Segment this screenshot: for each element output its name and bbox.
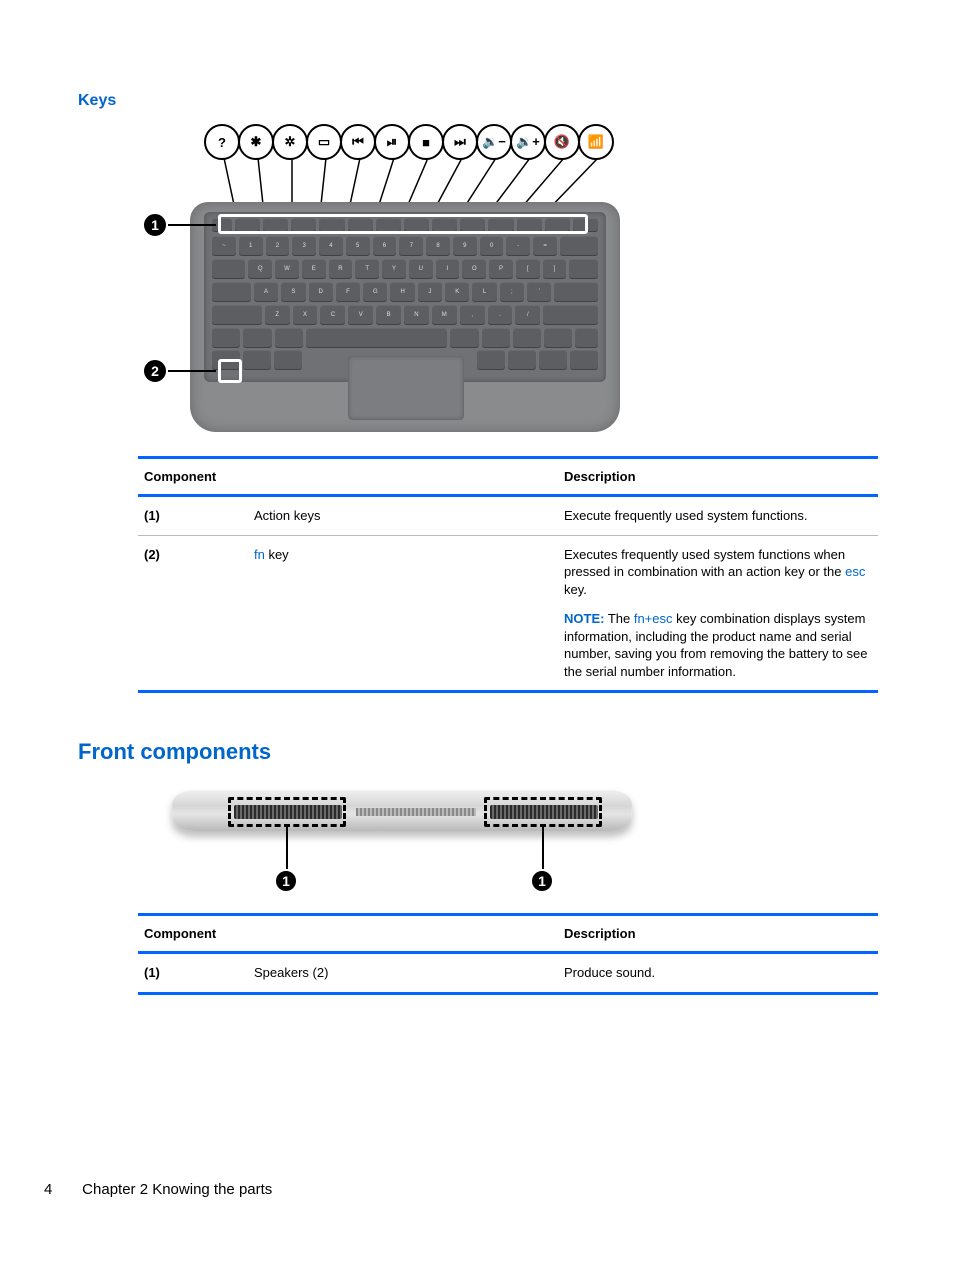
- th-component: Component: [138, 458, 248, 496]
- cell-name: fn key: [248, 535, 558, 692]
- cell-num: (1): [138, 953, 248, 994]
- chapter-title: Chapter 2 Knowing the parts: [82, 1181, 272, 1198]
- brightness-down-icon: ✱: [238, 124, 274, 160]
- keyboard-illustration: ~1234567890-= QWERTYUIOP[] ASDFGHJKL;' Z…: [190, 202, 620, 432]
- cell-num: (1): [138, 496, 248, 536]
- front-callout-line-right: [542, 827, 544, 869]
- th-component: Component: [138, 915, 248, 953]
- highlight-fn-key: [218, 359, 242, 383]
- next-track-icon: ⏭: [442, 124, 478, 160]
- help-icon: ?: [204, 124, 240, 160]
- highlight-speaker-left: [228, 797, 346, 827]
- table-front: Component Description (1) Speakers (2) P…: [138, 913, 878, 995]
- table-row: (1) Speakers (2) Produce sound.: [138, 953, 878, 994]
- front-callout-line-left: [286, 827, 288, 869]
- th-blank: [248, 458, 558, 496]
- callout-line-2: [168, 370, 216, 372]
- wireless-icon: 📶: [578, 124, 614, 160]
- stop-icon: ■: [408, 124, 444, 160]
- table-keys: Component Description (1) Action keys Ex…: [138, 456, 878, 693]
- table-row: (2) fn key Executes frequently used syst…: [138, 535, 878, 692]
- center-vent: [356, 808, 476, 816]
- page-footer: 4 Chapter 2 Knowing the parts: [44, 1181, 272, 1198]
- volume-up-icon: 🔉+: [510, 124, 546, 160]
- touchpad: [348, 356, 464, 420]
- action-icon-row: ? ✱ ✲ ▭ ⏮ ⏯ ■ ⏭ 🔉− 🔉+ 🔇 📶: [206, 124, 614, 160]
- th-description: Description: [558, 915, 878, 953]
- display-switch-icon: ▭: [306, 124, 342, 160]
- mute-icon: 🔇: [544, 124, 580, 160]
- highlight-speaker-right: [484, 797, 602, 827]
- cell-desc: Executes frequently used system function…: [558, 535, 878, 692]
- cell-name: Action keys: [248, 496, 558, 536]
- brightness-up-icon: ✲: [272, 124, 308, 160]
- page-number: 4: [44, 1181, 78, 1198]
- figure-front: 1 1: [138, 783, 636, 903]
- callout-line-1: [168, 224, 216, 226]
- figure-keys: ? ✱ ✲ ▭ ⏮ ⏯ ■ ⏭ 🔉− 🔉+ 🔇 📶: [138, 124, 876, 442]
- callout-badge-1: 1: [142, 212, 168, 238]
- cell-desc: Execute frequently used system functions…: [558, 496, 878, 536]
- prev-track-icon: ⏮: [340, 124, 376, 160]
- highlight-action-keys: [218, 214, 588, 234]
- callout-badge-2: 2: [142, 358, 168, 384]
- th-description: Description: [558, 458, 878, 496]
- front-callout-badge-right: 1: [530, 869, 554, 893]
- heading-front-components: Front components: [78, 739, 876, 765]
- front-callout-badge-left: 1: [274, 869, 298, 893]
- volume-down-icon: 🔉−: [476, 124, 512, 160]
- cell-num: (2): [138, 535, 248, 692]
- cell-desc: Produce sound.: [558, 953, 878, 994]
- th-blank: [248, 915, 558, 953]
- heading-keys: Keys: [78, 92, 876, 110]
- cell-name: Speakers (2): [248, 953, 558, 994]
- play-pause-icon: ⏯: [374, 124, 410, 160]
- table-row: (1) Action keys Execute frequently used …: [138, 496, 878, 536]
